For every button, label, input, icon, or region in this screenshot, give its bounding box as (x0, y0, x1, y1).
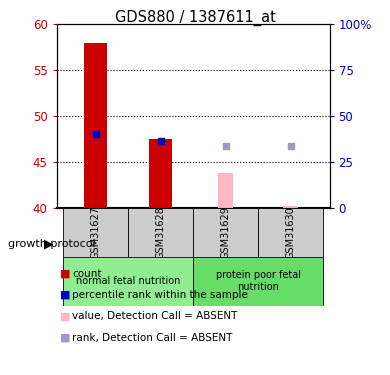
Bar (84, 43, 107, 208)
Text: normal fetal nutrition: normal fetal nutrition (76, 276, 180, 286)
Text: ▶: ▶ (44, 237, 53, 250)
Text: GSM31629: GSM31629 (221, 206, 230, 259)
Bar (63, 208, 128, 257)
Text: GSM31628: GSM31628 (156, 206, 165, 259)
Text: protein poor fetal
nutrition: protein poor fetal nutrition (216, 270, 301, 292)
Bar (128, 208, 193, 257)
Text: GSM31630: GSM31630 (285, 206, 296, 259)
Bar (63, 257, 193, 306)
Bar (193, 257, 323, 306)
Text: ■: ■ (60, 333, 71, 343)
Text: GSM31627: GSM31627 (90, 206, 101, 259)
Text: ■: ■ (60, 290, 71, 300)
Text: rank, Detection Call = ABSENT: rank, Detection Call = ABSENT (72, 333, 232, 343)
Text: percentile rank within the sample: percentile rank within the sample (72, 290, 248, 300)
Bar (193, 208, 258, 257)
Text: count: count (72, 269, 102, 279)
Bar (284, 206, 298, 208)
Text: ■: ■ (60, 269, 71, 279)
Bar (149, 139, 172, 208)
Bar (218, 173, 233, 208)
Text: growth protocol: growth protocol (8, 239, 96, 249)
Bar (258, 208, 323, 257)
Text: ■: ■ (60, 312, 71, 321)
Text: GDS880 / 1387611_at: GDS880 / 1387611_at (115, 9, 275, 26)
Text: value, Detection Call = ABSENT: value, Detection Call = ABSENT (72, 312, 238, 321)
